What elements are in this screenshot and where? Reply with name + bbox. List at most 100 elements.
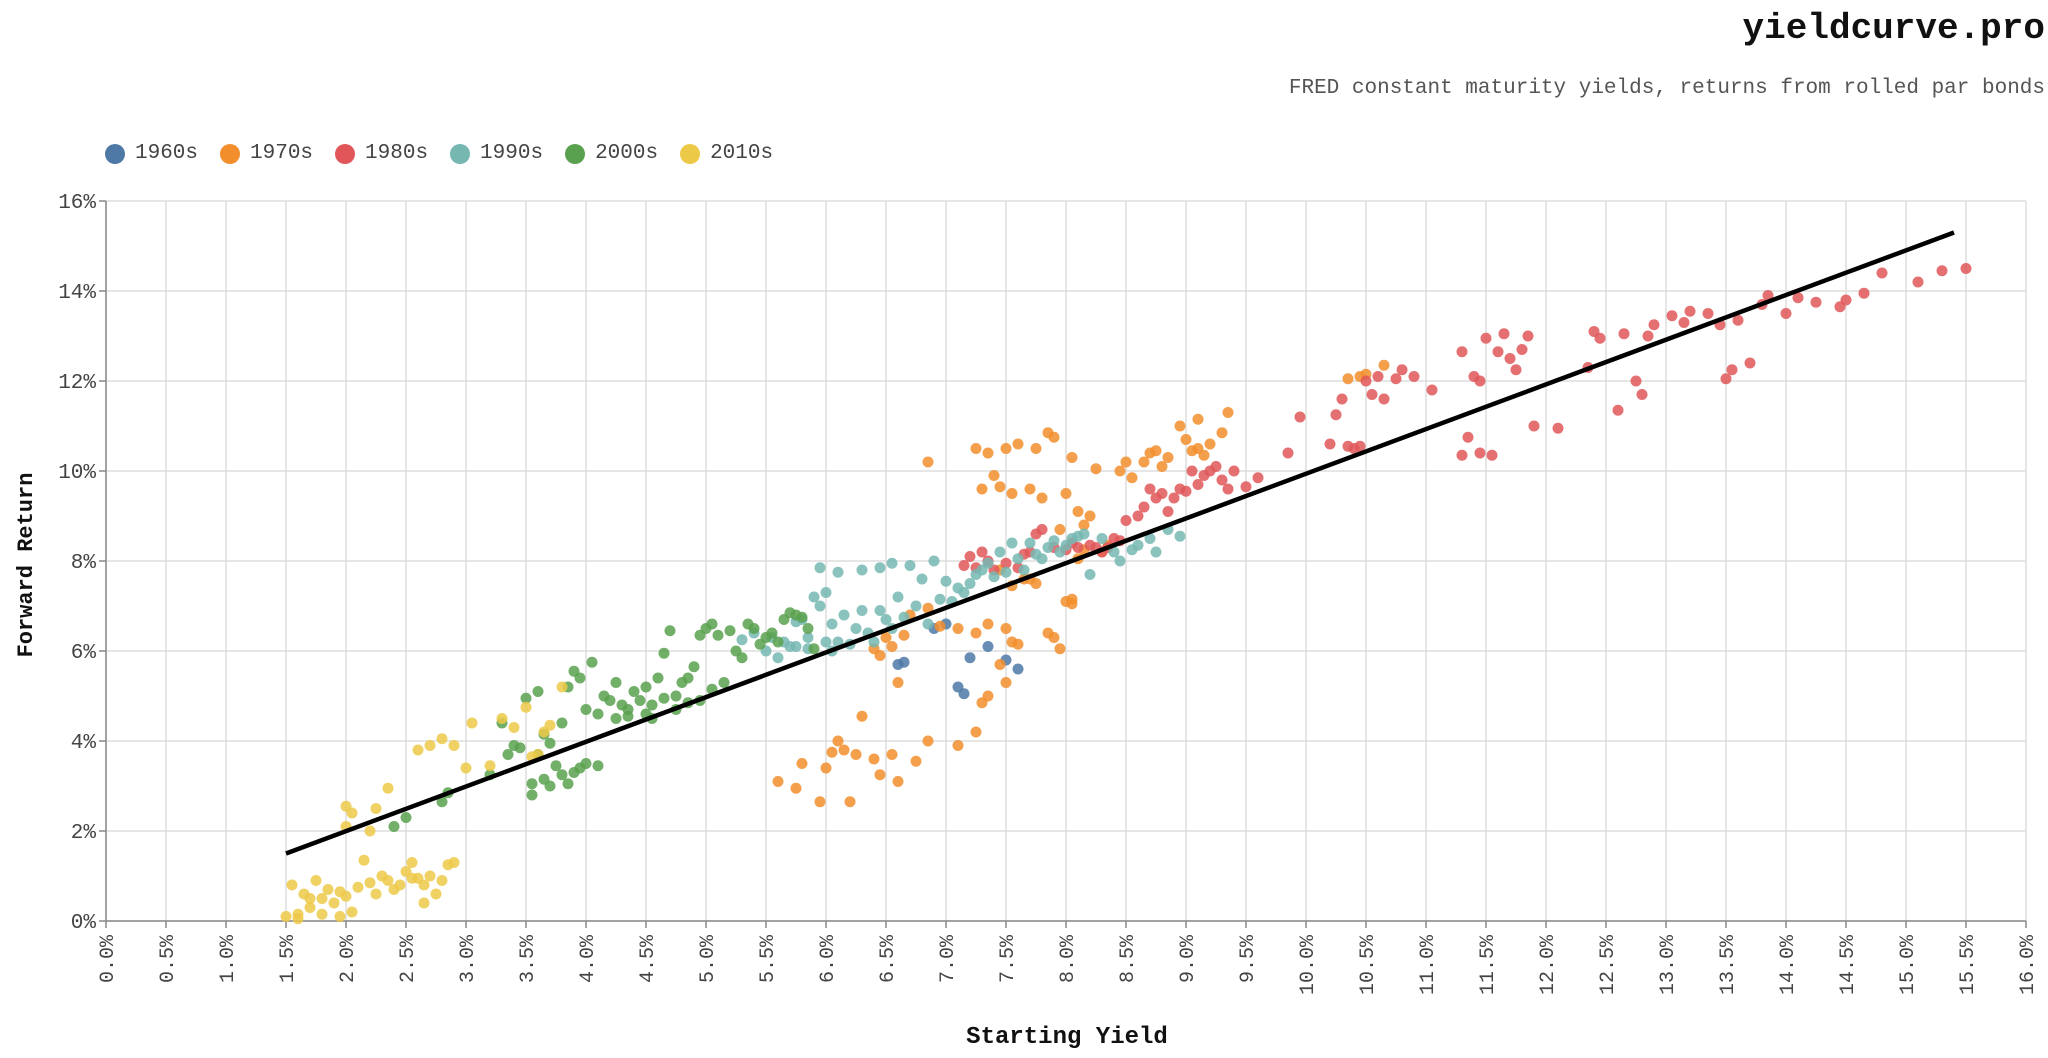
- point-1990s: [856, 564, 868, 576]
- point-1990s: [826, 618, 838, 630]
- point-1970s: [1066, 593, 1078, 605]
- x-tick-label: 9.0%: [1177, 934, 1200, 983]
- y-tick-label: 12%: [58, 372, 96, 395]
- point-1970s: [886, 641, 898, 652]
- point-2010s: [370, 888, 382, 900]
- y-tick-label: 0%: [71, 912, 97, 935]
- point-2000s: [658, 692, 670, 704]
- point-1970s: [1054, 524, 1066, 535]
- legend-item-2010s[interactable]: 2010s: [680, 142, 773, 165]
- point-1970s: [1000, 677, 1012, 688]
- legend-label: 2010s: [710, 142, 774, 165]
- point-2000s: [400, 812, 412, 823]
- point-2000s: [682, 672, 694, 684]
- point-1990s: [886, 557, 898, 569]
- point-1980s: [1240, 481, 1252, 493]
- point-1970s: [796, 758, 808, 769]
- point-2010s: [304, 893, 316, 904]
- point-1990s: [904, 560, 916, 571]
- point-2010s: [334, 911, 346, 922]
- point-2000s: [610, 677, 622, 688]
- x-axis-label: Starting Yield: [966, 1024, 1168, 1051]
- legend-item-1980s[interactable]: 1980s: [335, 142, 428, 165]
- point-1990s: [1078, 528, 1090, 540]
- point-1980s: [1186, 465, 1198, 477]
- point-1990s: [850, 623, 862, 634]
- point-2010s: [316, 908, 328, 920]
- point-1970s: [1126, 472, 1138, 484]
- point-1970s: [832, 735, 844, 747]
- point-1980s: [1132, 510, 1144, 522]
- point-2010s: [520, 701, 532, 713]
- point-1980s: [1162, 506, 1174, 517]
- point-2010s: [430, 888, 442, 900]
- point-1980s: [1912, 276, 1924, 288]
- legend-item-2000s[interactable]: 2000s: [565, 142, 658, 165]
- point-1980s: [976, 546, 988, 558]
- point-1990s: [1012, 553, 1024, 565]
- point-2000s: [802, 623, 814, 634]
- point-2010s: [460, 762, 472, 774]
- point-2010s: [340, 890, 352, 902]
- point-2010s: [406, 857, 418, 868]
- x-tick-label: 1.5%: [277, 934, 300, 983]
- point-1980s: [1138, 501, 1150, 513]
- x-tick-label: 8.0%: [1057, 934, 1080, 983]
- point-1980s: [1192, 479, 1204, 490]
- legend-item-1960s[interactable]: 1960s: [105, 142, 198, 165]
- point-2000s: [550, 760, 562, 772]
- point-1990s: [820, 636, 832, 648]
- point-1970s: [1084, 510, 1096, 522]
- point-1980s: [1594, 332, 1606, 344]
- point-1980s: [1516, 344, 1528, 355]
- point-1970s: [982, 690, 994, 702]
- point-2010s: [424, 740, 436, 751]
- legend-label: 1960s: [135, 142, 199, 165]
- point-2010s: [364, 825, 376, 837]
- legend-swatch-1970s: [220, 143, 241, 164]
- point-1990s: [874, 605, 886, 616]
- point-1980s: [1378, 393, 1390, 405]
- point-1980s: [1732, 314, 1744, 326]
- point-1970s: [790, 782, 802, 794]
- legend-item-1990s[interactable]: 1990s: [450, 142, 543, 165]
- point-1990s: [994, 546, 1006, 558]
- x-tick-label: 0.5%: [157, 934, 180, 983]
- legend-item-1970s[interactable]: 1970s: [220, 142, 313, 165]
- point-2010s: [466, 717, 478, 729]
- x-tick-label: 7.0%: [937, 934, 960, 983]
- point-2000s: [772, 636, 784, 648]
- point-1980s: [1876, 267, 1888, 279]
- point-1970s: [1006, 488, 1018, 499]
- point-2010s: [358, 854, 370, 866]
- point-2010s: [346, 807, 358, 819]
- point-2010s: [310, 875, 322, 886]
- point-1980s: [1618, 328, 1630, 340]
- point-2000s: [688, 661, 700, 673]
- point-1980s: [958, 560, 970, 571]
- point-1970s: [1072, 506, 1084, 517]
- x-tick-label: 14.0%: [1777, 934, 1800, 995]
- point-2000s: [526, 789, 538, 801]
- x-tick-label: 2.0%: [337, 934, 360, 983]
- point-1990s: [934, 593, 946, 605]
- point-1980s: [1408, 371, 1420, 382]
- point-1980s: [1840, 294, 1852, 306]
- point-1980s: [1144, 483, 1156, 495]
- point-1970s: [1054, 643, 1066, 655]
- y-tick-label: 6%: [71, 642, 97, 665]
- point-1980s: [1684, 305, 1696, 317]
- point-1960s: [958, 688, 970, 700]
- point-1990s: [880, 614, 892, 625]
- point-1960s: [964, 652, 976, 664]
- point-2010s: [352, 881, 364, 893]
- point-1970s: [982, 618, 994, 630]
- point-1980s: [1252, 472, 1264, 484]
- point-1970s: [1174, 420, 1186, 432]
- point-2010s: [394, 879, 406, 891]
- point-1970s: [820, 762, 832, 774]
- point-2000s: [586, 656, 598, 668]
- point-1980s: [1666, 310, 1678, 322]
- point-1970s: [934, 620, 946, 632]
